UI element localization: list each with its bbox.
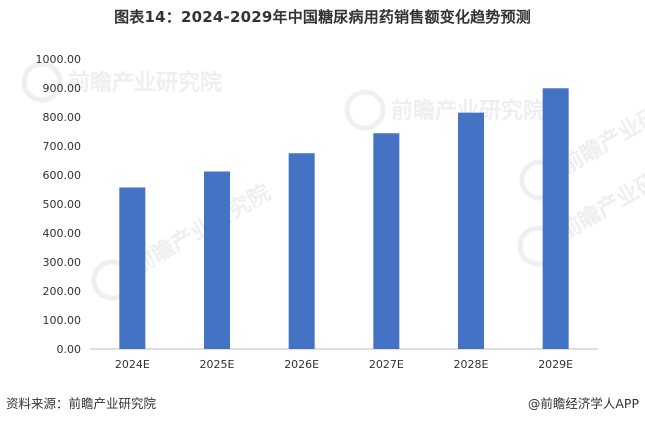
y-tick-label: 0.00 (57, 343, 82, 356)
y-tick-label: 400.00 (43, 227, 82, 240)
source-note: 资料来源：前瞻产业研究院 (6, 396, 157, 411)
x-tick-label: 2028E (454, 358, 489, 371)
x-tick-label: 2029E (538, 358, 573, 371)
y-tick-label: 600.00 (43, 169, 82, 182)
svg-text:前瞻产业研究院: 前瞻产业研究院 (68, 70, 222, 96)
y-tick-label: 900.00 (43, 82, 82, 95)
y-tick-label: 1000.00 (36, 53, 82, 66)
chart-title: 图表14：2024-2029年中国糖尿病用药销售额变化趋势预测 (114, 8, 531, 26)
x-tick-label: 2026E (284, 358, 319, 371)
y-tick-label: 800.00 (43, 111, 82, 124)
watermark-logo: 前瞻产业研究院 (21, 61, 222, 103)
watermark-logo: 前瞻产业研究院 (344, 89, 545, 131)
y-tick-labels: 0.00 100.00 200.00 300.00 400.00 500.00 600.00… (36, 53, 82, 356)
y-tick-label: 100.00 (43, 314, 82, 327)
y-tick-label: 300.00 (43, 256, 82, 269)
bar-2029E (542, 88, 569, 349)
bar-2025E (204, 171, 230, 349)
watermark-logo: 前瞻产业研究院 (91, 180, 275, 301)
svg-text:前瞻产业研究院: 前瞻产业研究院 (129, 180, 275, 280)
x-tick-label: 2025E (200, 358, 235, 371)
credit-note: @前瞻经济学人APP (527, 396, 639, 411)
bar-2027E (373, 133, 400, 349)
y-tick-label: 200.00 (43, 285, 82, 298)
bar-2024E (119, 187, 146, 349)
svg-text:前瞻产业研究院: 前瞻产业研究院 (557, 80, 645, 180)
y-tick-label: 700.00 (43, 140, 82, 153)
x-tick-labels: 2024E 2025E 2026E 2027E 2028E 2029E (115, 358, 573, 371)
x-tick-label: 2027E (369, 358, 404, 371)
bar-2026E (288, 153, 315, 349)
bars (119, 88, 569, 350)
bar-2028E (458, 112, 484, 350)
y-tick-label: 500.00 (43, 198, 82, 211)
x-tick-label: 2024E (115, 358, 150, 371)
